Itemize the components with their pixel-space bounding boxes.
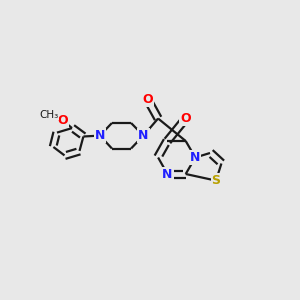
- Text: CH₃: CH₃: [39, 110, 58, 120]
- Text: N: N: [138, 129, 148, 142]
- Text: O: O: [180, 112, 191, 125]
- Text: O: O: [142, 93, 153, 106]
- Text: S: S: [212, 174, 220, 187]
- Text: N: N: [190, 151, 200, 164]
- Text: N: N: [162, 167, 172, 181]
- Text: O: O: [58, 114, 68, 127]
- Text: N: N: [95, 129, 105, 142]
